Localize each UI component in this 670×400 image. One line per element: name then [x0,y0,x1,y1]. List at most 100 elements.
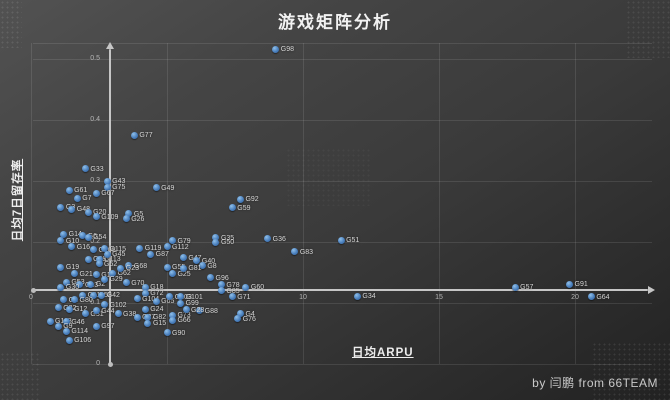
data-point[interactable] [95,255,103,263]
data-point[interactable] [71,270,79,278]
data-point[interactable] [87,280,95,288]
data-point[interactable] [92,322,100,330]
data-point[interactable] [122,279,130,287]
data-point[interactable] [100,275,108,283]
data-point[interactable] [100,301,108,309]
data-point[interactable] [163,243,171,251]
data-point[interactable] [92,307,100,315]
data-point[interactable] [179,254,187,262]
data-point[interactable] [177,293,185,301]
data-point[interactable] [79,291,87,299]
data-point[interactable] [207,274,215,282]
data-point[interactable] [122,215,130,223]
data-point[interactable] [57,237,65,245]
data-point[interactable] [587,293,595,301]
data-point[interactable] [337,236,345,244]
data-point[interactable] [177,299,185,307]
data-point[interactable] [68,243,76,251]
data-point[interactable] [81,310,89,318]
data-point[interactable] [62,327,70,335]
data-point[interactable] [46,317,54,325]
data-point[interactable] [179,264,187,272]
data-point[interactable] [193,257,201,265]
data-point[interactable] [60,296,68,304]
data-point[interactable] [566,280,574,288]
data-point[interactable] [103,177,111,185]
data-point[interactable] [168,270,176,278]
data-point[interactable] [76,281,84,289]
data-point[interactable] [84,255,92,263]
data-point[interactable] [95,260,103,268]
data-point[interactable] [62,278,70,286]
data-point[interactable] [236,310,244,318]
data-point[interactable] [264,235,272,243]
data-point[interactable] [152,184,160,192]
data-point[interactable] [141,289,149,297]
data-point[interactable] [147,250,155,258]
data-point[interactable] [100,245,108,253]
data-point[interactable] [163,263,171,271]
data-point[interactable] [236,195,244,203]
data-point[interactable] [353,292,361,300]
data-point[interactable] [198,262,206,270]
data-point[interactable] [136,244,144,252]
data-point[interactable] [79,232,87,240]
data-point[interactable] [166,293,174,301]
data-point[interactable] [133,295,141,303]
data-point[interactable] [144,313,152,321]
data-point[interactable] [114,310,122,318]
data-point[interactable] [141,305,149,313]
data-point[interactable] [65,305,73,313]
data-point[interactable] [144,319,152,327]
data-point[interactable] [54,322,62,330]
data-point[interactable] [234,315,242,323]
data-point[interactable] [291,248,299,256]
data-point[interactable] [57,263,65,271]
data-point[interactable] [212,238,220,246]
data-point[interactable] [125,262,133,270]
data-point[interactable] [182,306,190,314]
data-point[interactable] [168,311,176,319]
data-point[interactable] [228,293,236,301]
data-point[interactable] [81,165,89,173]
data-point[interactable] [65,186,73,194]
data-point[interactable] [60,230,68,238]
data-point[interactable] [84,233,92,241]
data-point[interactable] [168,316,176,324]
data-point[interactable] [103,183,111,191]
data-point[interactable] [133,313,141,321]
data-point[interactable] [90,291,98,299]
data-point[interactable] [71,296,79,304]
data-point[interactable] [57,283,65,291]
data-point[interactable] [57,203,65,211]
data-point[interactable] [92,271,100,279]
data-point[interactable] [217,281,225,289]
data-point[interactable] [130,131,138,139]
data-point[interactable] [196,307,204,315]
data-point[interactable] [163,329,171,337]
data-point[interactable] [117,264,125,272]
data-point[interactable] [511,283,519,291]
data-point-label: G59 [237,204,251,212]
data-point[interactable] [217,287,225,295]
data-point[interactable] [168,237,176,245]
data-point[interactable] [109,269,117,277]
data-point[interactable] [68,205,76,213]
data-point[interactable] [141,283,149,291]
data-point[interactable] [84,208,92,216]
data-point[interactable] [90,246,98,254]
data-point[interactable] [92,213,100,221]
data-point[interactable] [152,297,160,305]
data-point[interactable] [242,283,250,291]
data-point[interactable] [212,234,220,242]
data-point[interactable] [103,250,111,258]
data-point[interactable] [54,304,62,312]
data-point[interactable] [62,318,70,326]
data-point[interactable] [98,291,106,299]
data-point[interactable] [125,210,133,218]
data-point[interactable] [92,189,100,197]
data-point[interactable] [65,336,73,344]
data-point[interactable] [228,204,236,212]
data-point[interactable] [272,45,280,53]
data-point[interactable] [73,194,81,202]
